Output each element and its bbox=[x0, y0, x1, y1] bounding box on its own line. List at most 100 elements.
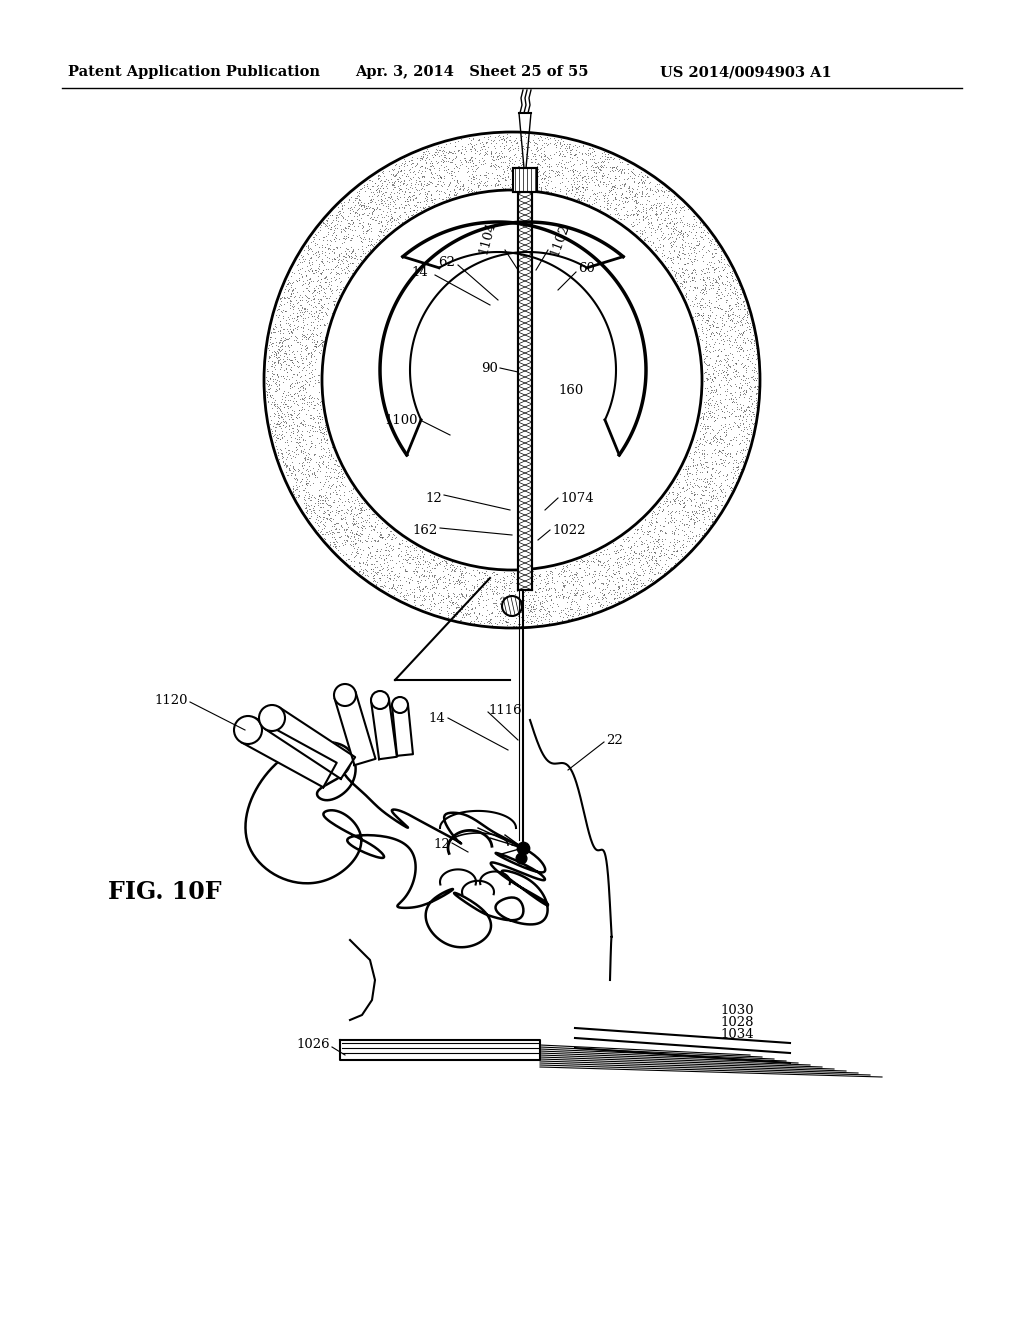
Point bbox=[697, 418, 714, 440]
Point bbox=[737, 440, 754, 461]
Point bbox=[572, 557, 589, 578]
Point bbox=[653, 558, 670, 579]
Point bbox=[613, 546, 630, 568]
Point bbox=[657, 549, 674, 570]
Point bbox=[676, 199, 692, 220]
Point bbox=[392, 585, 409, 606]
Point bbox=[703, 301, 720, 322]
Point bbox=[545, 601, 561, 622]
Point bbox=[445, 606, 462, 627]
Point bbox=[489, 614, 506, 635]
Point bbox=[741, 430, 758, 451]
Point bbox=[292, 379, 308, 400]
Point bbox=[285, 363, 301, 384]
Point bbox=[267, 417, 284, 438]
Point bbox=[479, 128, 496, 149]
Point bbox=[409, 169, 425, 190]
Point bbox=[649, 180, 666, 201]
Point bbox=[421, 586, 437, 607]
Point bbox=[612, 161, 629, 182]
Point bbox=[439, 601, 456, 622]
Point bbox=[354, 562, 371, 583]
Point bbox=[487, 578, 504, 599]
Point bbox=[695, 447, 712, 469]
Point bbox=[573, 550, 590, 572]
Point bbox=[710, 345, 726, 366]
Point bbox=[311, 364, 328, 385]
Point bbox=[432, 165, 449, 186]
Point bbox=[707, 462, 723, 483]
Point bbox=[534, 612, 550, 634]
Point bbox=[304, 359, 321, 380]
Point bbox=[313, 302, 330, 323]
Point bbox=[312, 436, 329, 457]
Point bbox=[335, 535, 351, 556]
Point bbox=[383, 577, 399, 598]
Point bbox=[299, 414, 315, 436]
Point bbox=[333, 222, 349, 243]
Point bbox=[477, 561, 494, 582]
Point bbox=[324, 515, 340, 536]
Point bbox=[307, 512, 324, 533]
Point bbox=[692, 222, 709, 243]
Point bbox=[730, 292, 746, 313]
Point bbox=[443, 554, 460, 576]
Point bbox=[386, 577, 402, 598]
Point bbox=[613, 173, 630, 194]
Point bbox=[446, 583, 463, 605]
Point bbox=[694, 403, 711, 424]
Point bbox=[411, 553, 427, 574]
Point bbox=[739, 329, 756, 350]
Point bbox=[559, 185, 575, 206]
Point bbox=[336, 484, 352, 506]
Point bbox=[745, 391, 762, 412]
Point bbox=[358, 549, 375, 570]
Point bbox=[295, 304, 311, 325]
Point bbox=[696, 508, 713, 529]
Point bbox=[379, 570, 395, 591]
Point bbox=[300, 318, 316, 339]
Point bbox=[740, 429, 757, 450]
Point bbox=[603, 193, 620, 214]
Point bbox=[534, 177, 550, 198]
Point bbox=[294, 375, 310, 396]
Point bbox=[534, 150, 550, 172]
Point bbox=[564, 158, 581, 180]
Point bbox=[610, 576, 627, 597]
Point bbox=[512, 168, 528, 189]
Point bbox=[295, 356, 311, 378]
Point bbox=[477, 572, 494, 593]
Point bbox=[581, 554, 597, 576]
Point bbox=[703, 458, 720, 479]
Point bbox=[562, 570, 579, 591]
Point bbox=[326, 228, 342, 249]
Point bbox=[526, 564, 543, 585]
Point bbox=[280, 465, 296, 486]
Point bbox=[562, 591, 579, 612]
Point bbox=[612, 186, 629, 207]
Point bbox=[445, 577, 462, 598]
Point bbox=[326, 461, 342, 482]
Point bbox=[730, 378, 746, 399]
Point bbox=[394, 197, 411, 218]
Point bbox=[373, 524, 389, 545]
Point bbox=[706, 396, 722, 417]
Point bbox=[547, 601, 563, 622]
Point bbox=[671, 222, 687, 243]
Point bbox=[684, 483, 700, 504]
Point bbox=[270, 424, 287, 445]
Point bbox=[300, 260, 316, 281]
Point bbox=[732, 381, 749, 403]
Point bbox=[326, 267, 342, 288]
Point bbox=[737, 372, 754, 393]
Point bbox=[578, 172, 594, 193]
Point bbox=[426, 574, 442, 595]
Point bbox=[522, 577, 539, 598]
Point bbox=[281, 337, 297, 358]
Point bbox=[567, 144, 584, 165]
Point bbox=[398, 187, 415, 209]
Point bbox=[305, 227, 322, 248]
Point bbox=[688, 277, 705, 298]
Point bbox=[549, 570, 565, 591]
Point bbox=[392, 582, 409, 603]
